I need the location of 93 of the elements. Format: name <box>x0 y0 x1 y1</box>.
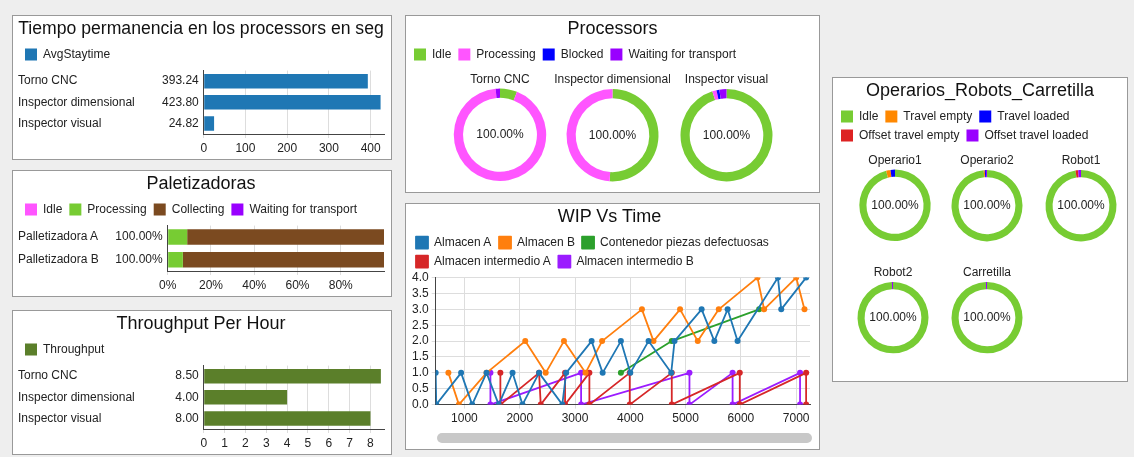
chart-title: Paletizadoras <box>146 172 256 193</box>
y-tick-label: Palletizadora A <box>18 229 99 244</box>
legend-label: Throughput <box>43 341 106 356</box>
legend-label: Waiting for transport <box>628 46 737 61</box>
x-tick-label: 100 <box>235 140 256 155</box>
x-tick-label: 4 <box>283 435 291 450</box>
text: 100.00% <box>588 127 637 142</box>
legend-label: Almacen intermedio A <box>434 253 551 268</box>
x-tick-label: 5000 <box>672 411 700 426</box>
legend-label: Offset travel empty <box>859 127 960 142</box>
text: 100.00% <box>963 197 1011 212</box>
y-tick-label: 2.0 <box>411 333 429 348</box>
y-tick-label: Inspector visual <box>18 115 102 130</box>
chart-title: Operarios_Robots_Carretilla <box>865 79 1096 101</box>
data-label: 8.00 <box>175 410 200 425</box>
y-tick-label: Torno CNC <box>18 368 78 383</box>
text: 100.00% <box>869 309 917 324</box>
x-tick-label: 400 <box>360 140 381 155</box>
legend-label: Idle <box>859 108 879 123</box>
x-tick-label: 2 <box>242 435 250 450</box>
x-tick-label: 200 <box>277 140 298 155</box>
slice-label: Robot1 <box>1061 152 1101 167</box>
legend-label: Idle <box>432 46 452 61</box>
y-tick-label: 1.0 <box>411 365 429 380</box>
x-tick-label: 3 <box>262 435 270 450</box>
x-tick-label: 4000 <box>616 411 644 426</box>
data-label: 8.50 <box>175 368 200 383</box>
chart-title: Throughput Per Hour <box>116 312 286 333</box>
legend-label: Idle <box>43 201 63 216</box>
legend-label: Processing <box>476 46 536 61</box>
x-tick-label: 40% <box>242 277 267 292</box>
y-tick-label: Torno CNC <box>18 73 78 88</box>
data-label: 24.82 <box>168 115 200 130</box>
legend-label: Almacen B <box>517 234 576 249</box>
y-tick-label: Inspector visual <box>18 410 102 425</box>
y-tick-label: 2.5 <box>411 317 429 332</box>
text: 100.00% <box>702 127 751 142</box>
data-label: 393.24 <box>162 73 200 88</box>
y-tick-label: 4.0 <box>411 269 429 284</box>
legend-label: Contenedor piezas defectuosas <box>600 234 769 249</box>
data-label: 4.00 <box>175 389 200 404</box>
legend-label: Travel loaded <box>997 108 1070 123</box>
text: 100.00% <box>963 309 1011 324</box>
legend-label: Offset travel loaded <box>984 127 1089 142</box>
legend-label: Blocked <box>560 46 604 61</box>
legend-label: AvgStaytime <box>43 46 111 61</box>
y-tick-label: Inspector dimensional <box>18 94 135 109</box>
chart-title: WIP Vs Time <box>557 205 662 226</box>
text: 100.00% <box>871 197 920 212</box>
legend-label: Almacen intermedio B <box>576 253 694 268</box>
legend-label: Waiting for transport <box>249 201 358 216</box>
slice-label: Inspector dimensional <box>554 71 671 86</box>
legend-label: Processing <box>87 201 147 216</box>
slice-label: Inspector visual <box>684 71 769 86</box>
chart-title: Tiempo permanencia en los processors en seg <box>18 17 384 38</box>
y-tick-label: 3.5 <box>411 285 429 300</box>
x-tick-label: 6 <box>325 435 333 450</box>
x-tick-label: 3000 <box>561 411 589 426</box>
y-tick-label: 0.5 <box>411 381 429 396</box>
y-tick-label: Inspector dimensional <box>18 389 135 404</box>
x-tick-label: 0% <box>159 277 177 292</box>
y-tick-label: 0.0 <box>411 396 429 411</box>
text: 100.00% <box>1057 197 1105 212</box>
x-tick-label: 1 <box>221 435 229 450</box>
slice-label: Robot2 <box>873 264 913 279</box>
x-tick-label: 60% <box>285 277 310 292</box>
x-tick-label: 0 <box>200 435 208 450</box>
legend-label: Collecting <box>171 201 225 216</box>
x-tick-label: 80% <box>328 277 354 292</box>
slice-label: Torno CNC <box>470 71 530 86</box>
slice-label: Operario1 <box>868 152 922 167</box>
x-tick-label: 0 <box>200 140 208 155</box>
x-tick-label: 8 <box>367 435 375 450</box>
x-tick-label: 7 <box>346 435 354 450</box>
x-tick-label: 300 <box>318 140 340 155</box>
data-label: 423.80 <box>162 94 200 109</box>
y-tick-label: 1.5 <box>411 349 429 364</box>
x-tick-label: 1000 <box>451 411 479 426</box>
y-tick-label: 3.0 <box>411 301 429 316</box>
y-tick-label: Palletizadora B <box>18 251 99 266</box>
slice-label: Operario2 <box>960 152 1014 167</box>
text: 100.00% <box>476 127 525 142</box>
x-tick-label: 20% <box>198 277 224 292</box>
legend-label: Almacen A <box>434 234 492 249</box>
total-label: 100.00% <box>115 251 164 266</box>
slice-label: Carretilla <box>963 264 1012 279</box>
x-tick-label: 2000 <box>506 411 534 426</box>
x-tick-label: 6000 <box>727 411 755 426</box>
legend-label: Travel empty <box>903 108 973 123</box>
chart-title: Processors <box>567 17 658 38</box>
total-label: 100.00% <box>115 229 164 244</box>
x-tick-label: 5 <box>304 435 312 450</box>
x-tick-label: 7000 <box>782 411 810 426</box>
